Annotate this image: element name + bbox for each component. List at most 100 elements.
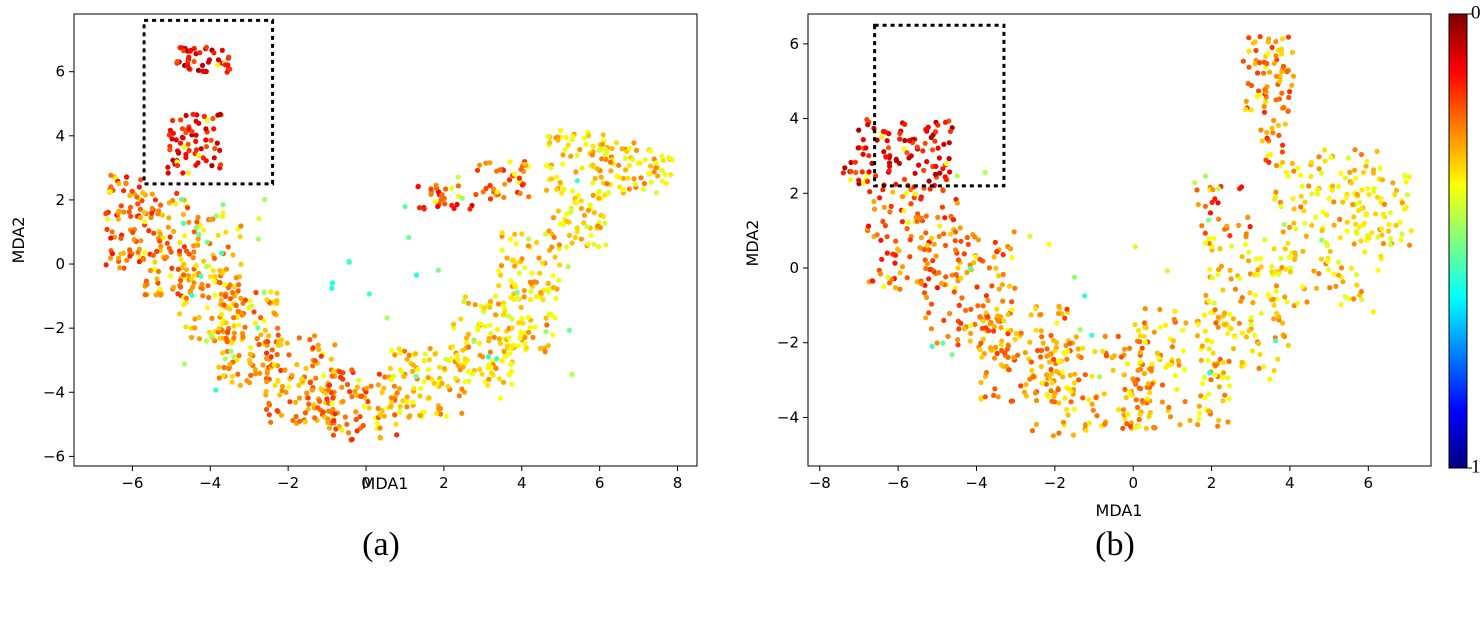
scatter-point: [229, 340, 235, 346]
scatter-point: [195, 160, 201, 166]
scatter-point: [585, 207, 592, 213]
scatter-point: [985, 297, 991, 304]
scatter-point: [1345, 155, 1351, 161]
scatter-point: [1228, 243, 1235, 249]
scatter-point: [968, 330, 974, 336]
scatter-point: [103, 262, 109, 268]
scatter-point: [209, 315, 215, 321]
scatter-point: [936, 233, 942, 239]
scatter-point: [1224, 223, 1230, 229]
scatter-point: [516, 320, 522, 326]
scatter-point: [519, 315, 525, 322]
scatter-point: [1215, 423, 1221, 429]
scatter-point: [1277, 199, 1283, 205]
scatter-point: [947, 169, 953, 175]
scatter-point: [993, 265, 999, 271]
scatter-point: [1005, 354, 1011, 360]
scatter-point: [558, 127, 564, 133]
scatter-point: [573, 169, 579, 175]
scatter-point: [421, 409, 427, 415]
scatter-point: [932, 138, 938, 144]
scatter-point: [980, 318, 986, 324]
scatter-point: [1379, 232, 1385, 238]
scatter-point: [1236, 320, 1242, 326]
scatter-point: [349, 367, 355, 373]
scatter-point: [1018, 383, 1024, 389]
scatter-point: [599, 156, 605, 162]
scatter-point: [550, 284, 557, 291]
scatter-point: [907, 237, 913, 243]
scatter-point: [1387, 241, 1393, 248]
scatter-point: [329, 373, 335, 379]
scatter-point: [1050, 433, 1056, 439]
scatter-point: [1202, 203, 1208, 209]
scatter-point: [1039, 347, 1045, 353]
scatter-point: [1172, 372, 1178, 379]
scatter-point: [1273, 162, 1279, 169]
scatter-point: [246, 380, 253, 386]
scatter-point: [968, 323, 974, 329]
scatter-point: [183, 295, 189, 301]
scatter-point: [181, 272, 187, 278]
scatter-point: [495, 326, 501, 333]
scatter-point: [598, 174, 604, 180]
scatter-point: [1051, 337, 1057, 344]
scatter-point: [1220, 359, 1226, 365]
scatter-point: [1269, 44, 1275, 51]
scatter-point: [524, 345, 530, 351]
scatter-point: [848, 168, 854, 175]
scatter-point: [1298, 204, 1304, 210]
y-tick-label: −4: [777, 408, 799, 426]
scatter-point: [1082, 293, 1088, 299]
scatter-point: [1115, 333, 1121, 339]
scatter-point: [546, 228, 552, 234]
scatter-point: [358, 393, 364, 399]
scatter-point: [182, 233, 188, 239]
scatter-point: [188, 334, 195, 341]
scatter-point: [473, 191, 479, 198]
scatter-point: [967, 338, 973, 344]
scatter-point: [219, 270, 225, 276]
scatter-point: [329, 280, 336, 286]
scatter-point: [290, 417, 296, 423]
scatter-point: [943, 176, 949, 182]
scatter-point: [278, 367, 284, 373]
scatter-point: [577, 146, 583, 153]
scatter-point: [443, 413, 449, 419]
scatter-point: [450, 321, 457, 327]
scatter-point: [274, 298, 280, 304]
scatter-point: [893, 158, 900, 164]
y-tick-label: 6: [55, 63, 65, 81]
scatter-point: [262, 327, 268, 333]
scatter-point: [630, 157, 636, 163]
scatter-point: [1092, 348, 1098, 355]
scatter-point: [207, 274, 213, 280]
scatter-point: [388, 404, 394, 410]
x-tick-label: 4: [517, 474, 527, 492]
scatter-point: [1118, 354, 1124, 360]
scatter-point: [193, 138, 199, 144]
scatter-point: [937, 170, 943, 176]
scatter-point: [199, 285, 205, 291]
y-axis-label-b: MDA2: [743, 220, 762, 267]
scatter-point: [169, 136, 175, 142]
scatter-point: [179, 196, 185, 202]
scatter-point: [1301, 208, 1307, 214]
scatter-point: [226, 54, 232, 60]
scatter-point: [279, 383, 286, 389]
scatter-point: [1292, 250, 1298, 256]
scatter-point: [480, 189, 486, 195]
scatter-point: [221, 364, 227, 371]
scatter-point: [1295, 165, 1301, 171]
scatter-point: [991, 254, 997, 260]
scatter-point: [942, 119, 949, 125]
scatter-point: [896, 248, 902, 254]
scatter-point: [1128, 423, 1134, 429]
scatter-point: [1002, 350, 1008, 356]
scatter-point: [490, 186, 496, 192]
scatter-point: [980, 336, 986, 342]
scatter-point: [538, 289, 544, 296]
x-axis-label-a: MDA1: [362, 474, 409, 493]
scatter-point: [486, 376, 492, 382]
